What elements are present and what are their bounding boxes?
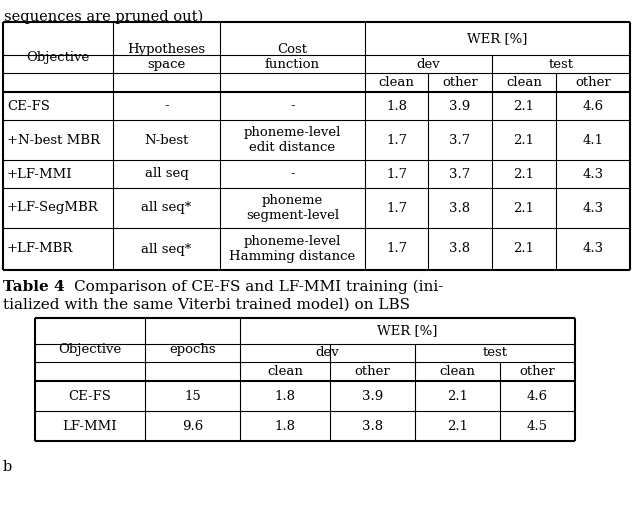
Text: other: other [355, 365, 390, 378]
Text: other: other [520, 365, 556, 378]
Text: 4.5: 4.5 [527, 419, 548, 433]
Text: 3.9: 3.9 [362, 390, 383, 402]
Text: dev: dev [316, 347, 339, 359]
Text: Hypotheses
space: Hypotheses space [127, 43, 205, 71]
Text: 2.1: 2.1 [447, 390, 468, 402]
Text: all seq*: all seq* [141, 243, 191, 255]
Text: 9.6: 9.6 [182, 419, 203, 433]
Text: 4.6: 4.6 [582, 99, 604, 113]
Text: +LF-MBR: +LF-MBR [7, 243, 74, 255]
Text: 3.9: 3.9 [449, 99, 470, 113]
Text: CE-FS: CE-FS [68, 390, 111, 402]
Text: phoneme-level
Hamming distance: phoneme-level Hamming distance [229, 235, 356, 263]
Text: WER [%]: WER [%] [467, 32, 528, 45]
Text: 2.1: 2.1 [513, 167, 534, 181]
Text: 15: 15 [184, 390, 201, 402]
Text: sequences are pruned out): sequences are pruned out) [4, 10, 204, 24]
Text: LF-MMI: LF-MMI [63, 419, 117, 433]
Text: other: other [575, 76, 611, 89]
Text: 4.3: 4.3 [582, 201, 604, 215]
Text: Objective: Objective [58, 343, 122, 356]
Text: 4.6: 4.6 [527, 390, 548, 402]
Text: 2.1: 2.1 [513, 201, 534, 215]
Text: 3.7: 3.7 [449, 133, 470, 147]
Text: +LF-MMI: +LF-MMI [7, 167, 72, 181]
Text: clean: clean [506, 76, 542, 89]
Text: -: - [164, 99, 169, 113]
Text: test: test [483, 347, 508, 359]
Text: 2.1: 2.1 [513, 243, 534, 255]
Text: all seq*: all seq* [141, 201, 191, 215]
Text: 1.8: 1.8 [386, 99, 407, 113]
Text: phoneme-level
edit distance: phoneme-level edit distance [244, 126, 341, 154]
Text: 3.8: 3.8 [449, 243, 470, 255]
Text: clean: clean [267, 365, 303, 378]
Text: 2.1: 2.1 [513, 99, 534, 113]
Text: 1.7: 1.7 [386, 201, 407, 215]
Text: -: - [290, 167, 295, 181]
Text: 4.1: 4.1 [582, 133, 604, 147]
Text: 2.1: 2.1 [513, 133, 534, 147]
Text: all seq: all seq [145, 167, 188, 181]
Text: CE-FS: CE-FS [7, 99, 50, 113]
Text: 3.7: 3.7 [449, 167, 470, 181]
Text: :  Comparison of CE-FS and LF-MMI training (ini-: : Comparison of CE-FS and LF-MMI trainin… [59, 280, 444, 294]
Text: clean: clean [440, 365, 476, 378]
Text: other: other [442, 76, 478, 89]
Text: 1.7: 1.7 [386, 243, 407, 255]
Text: WER [%]: WER [%] [378, 324, 438, 338]
Text: N-best: N-best [144, 133, 189, 147]
Text: 1.8: 1.8 [275, 390, 296, 402]
Text: tialized with the same Viterbi trained model) on LBS: tialized with the same Viterbi trained m… [3, 298, 410, 312]
Text: +N-best MBR: +N-best MBR [7, 133, 100, 147]
Text: 4.3: 4.3 [582, 243, 604, 255]
Text: test: test [548, 57, 573, 71]
Text: epochs: epochs [169, 343, 216, 356]
Text: 1.7: 1.7 [386, 133, 407, 147]
Text: clean: clean [379, 76, 415, 89]
Text: 2.1: 2.1 [447, 419, 468, 433]
Text: dev: dev [417, 57, 440, 71]
Text: 1.8: 1.8 [275, 419, 296, 433]
Text: 4.3: 4.3 [582, 167, 604, 181]
Text: Objective: Objective [26, 50, 90, 64]
Text: Cost
function: Cost function [265, 43, 320, 71]
Text: 3.8: 3.8 [362, 419, 383, 433]
Text: -: - [290, 99, 295, 113]
Text: phoneme
segment-level: phoneme segment-level [246, 194, 339, 222]
Text: Table 4: Table 4 [3, 280, 65, 294]
Text: b: b [3, 460, 12, 474]
Text: 1.7: 1.7 [386, 167, 407, 181]
Text: 3.8: 3.8 [449, 201, 470, 215]
Text: +LF-SegMBR: +LF-SegMBR [7, 201, 99, 215]
